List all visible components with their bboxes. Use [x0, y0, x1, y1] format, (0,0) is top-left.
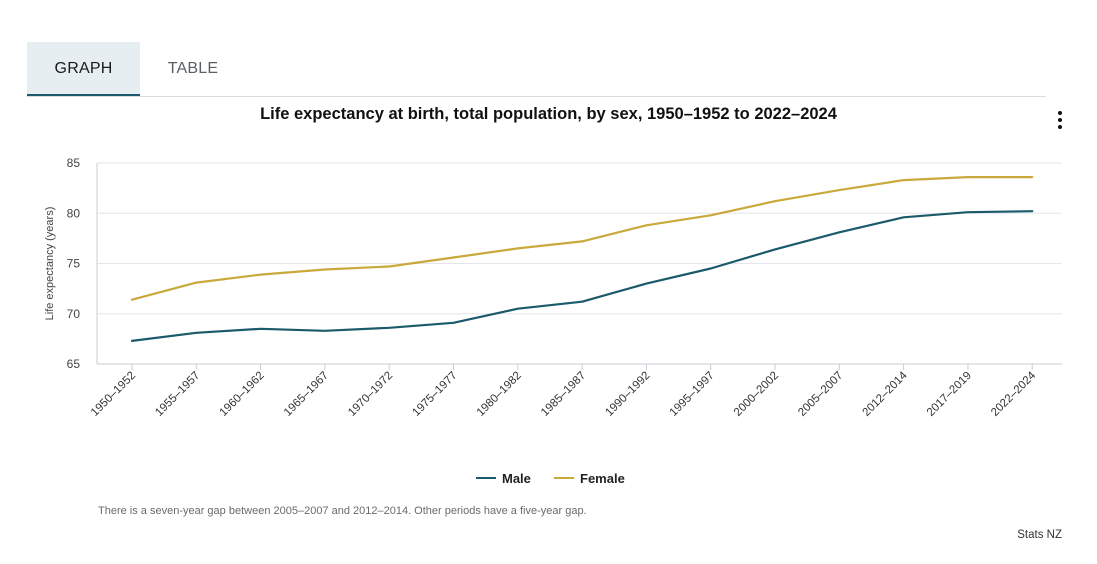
line-chart: 65 70 75 80 85 Life expectancy (years) 1950–19…	[44, 156, 1062, 419]
x-tick-label: 1965–1967	[282, 370, 331, 419]
chart-legend: Male Female	[0, 469, 1097, 487]
legend-label-male: Male	[502, 470, 531, 486]
x-tick-label: 1990–1992	[603, 370, 652, 419]
view-tabs: GRAPH TABLE	[27, 42, 1046, 97]
source-credit: Stats NZ	[1017, 529, 1062, 541]
y-tick-label: 70	[67, 307, 81, 321]
series-line-male	[130, 210, 1034, 342]
legend-swatch-female	[554, 477, 574, 479]
x-tick-label: 1950–1952	[89, 370, 138, 419]
x-tick-label: 2012–2014	[861, 369, 911, 419]
x-tick-label: 1980–1982	[475, 370, 524, 419]
x-tick-label: 1970–1972	[346, 370, 395, 419]
x-tick-label: 1975–1977	[410, 370, 459, 419]
tab-graph[interactable]: GRAPH	[27, 42, 140, 96]
x-tick-label: 1955–1957	[153, 370, 202, 419]
x-tick-label: 1960–1962	[218, 370, 267, 419]
tab-table[interactable]: TABLE	[167, 60, 219, 77]
more-vertical-icon[interactable]	[1050, 108, 1070, 132]
x-tick-label: 1995–1997	[668, 370, 717, 419]
chart-title: Life expectancy at birth, total populati…	[260, 105, 837, 123]
y-tick-label: 75	[67, 257, 81, 271]
y-tick-label: 85	[67, 156, 81, 170]
x-tick-label: 2022–2024	[989, 369, 1039, 419]
y-tick-label: 65	[67, 357, 81, 371]
legend-item-male[interactable]: Male	[476, 469, 531, 487]
legend-label-female: Female	[580, 470, 625, 486]
x-tick-label: 1985–1987	[539, 370, 588, 419]
y-tick-label: 80	[67, 206, 81, 220]
footnote: There is a seven-year gap between 2005–2…	[98, 505, 587, 517]
x-tick-label: 2005–2007	[796, 370, 845, 419]
legend-item-female[interactable]: Female	[554, 469, 625, 487]
legend-swatch-male	[476, 477, 496, 479]
y-axis-label: Life expectancy (years)	[44, 207, 56, 321]
x-tick-label: 2017–2019	[925, 370, 974, 419]
x-tick-label: 2000–2002	[732, 370, 781, 419]
series-line-female	[130, 175, 1034, 301]
